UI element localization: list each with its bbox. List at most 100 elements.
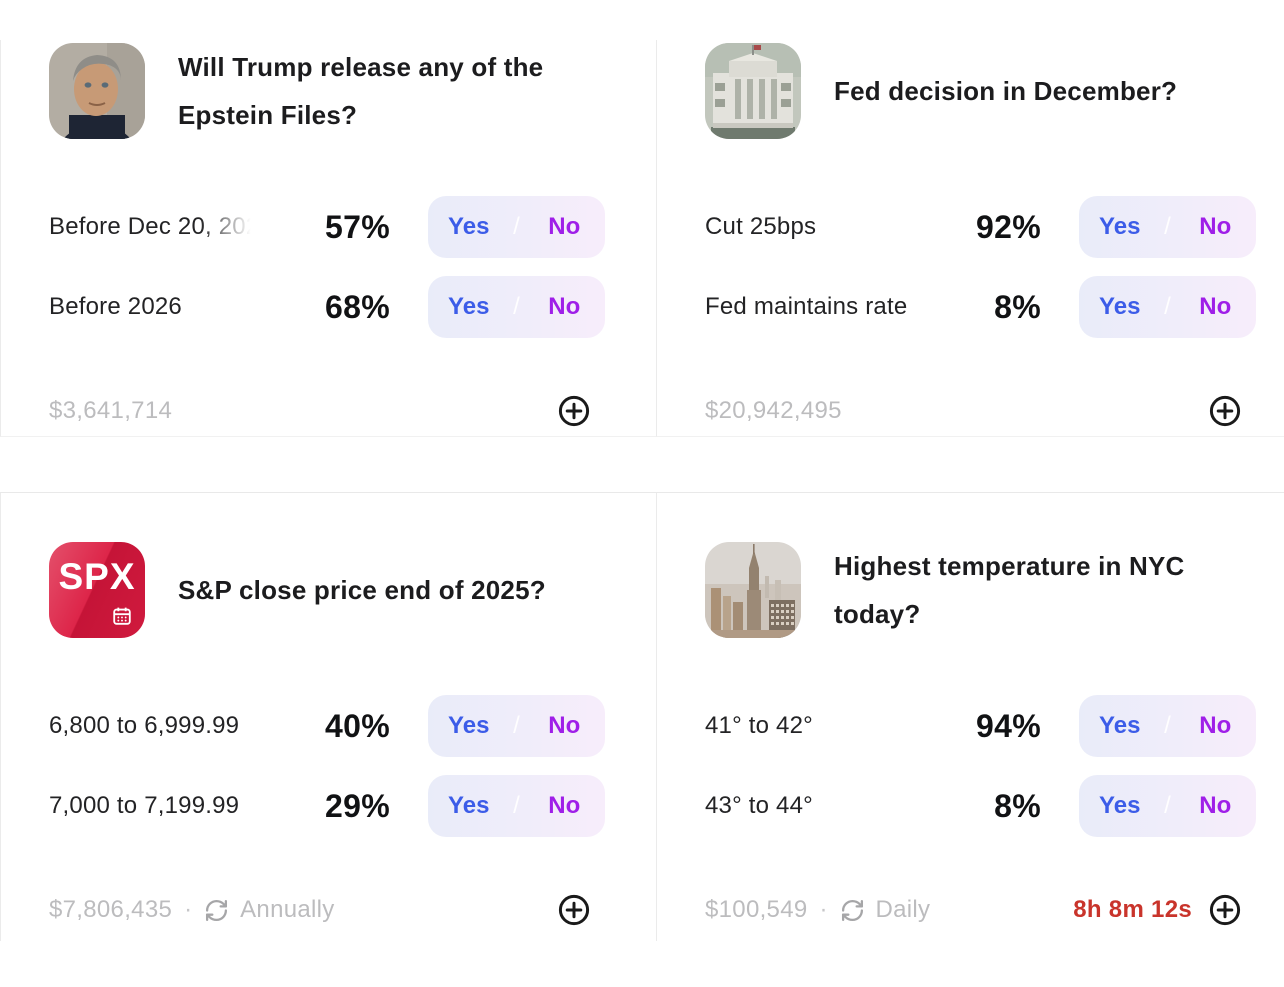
outcome-label: Fed maintains rate: [705, 293, 908, 320]
outcome-probability: 92%: [976, 208, 1041, 245]
market-title[interactable]: Highest temperature in NYC today?: [834, 551, 1185, 629]
market-card-epstein-files[interactable]: Will Trump release any of the Epstein Fi…: [0, 40, 656, 437]
no-button[interactable]: No: [1199, 792, 1232, 819]
outcome-row: 43° to 44° 8% Yes / No: [705, 775, 1256, 837]
yes-button[interactable]: Yes: [448, 293, 490, 320]
yes-no-separator: /: [513, 293, 520, 320]
spx-calendar-badge: SPX: [49, 542, 145, 638]
outcome-row: Before 2026 68% Yes / No: [49, 276, 605, 338]
markets-row-bottom: SPX S&P close p: [0, 493, 1284, 941]
yes-button[interactable]: Yes: [448, 213, 490, 240]
outcome-label: 7,000 to 7,199.99: [49, 792, 240, 819]
outcome-probability: 8%: [994, 787, 1041, 824]
yes-no-buttons: Yes / No: [428, 695, 605, 757]
market-card-sp-close[interactable]: SPX S&P close p: [0, 493, 656, 941]
yes-button[interactable]: Yes: [1099, 213, 1141, 240]
outcome-label: Cut 25bps: [705, 213, 817, 240]
no-button[interactable]: No: [1199, 293, 1232, 320]
outcome-label: Before 2026: [49, 293, 182, 320]
outcome-probability: 68%: [325, 288, 390, 325]
market-card-fed-decision[interactable]: Fed decision in December? Cut 25bps 92% …: [656, 40, 1284, 437]
outcome-row: 41° to 42° 94% Yes / No: [705, 695, 1256, 757]
no-button[interactable]: No: [548, 712, 581, 739]
add-to-watchlist-button[interactable]: [1208, 394, 1242, 428]
yes-no-separator: /: [1164, 213, 1171, 240]
outcome-probability: 57%: [325, 208, 390, 245]
yes-no-buttons: Yes / No: [1079, 196, 1256, 258]
yes-no-buttons: Yes / No: [1079, 276, 1256, 338]
outcome-probability: 29%: [325, 787, 390, 824]
yes-button[interactable]: Yes: [1099, 792, 1141, 819]
recurrence-label: Daily: [875, 896, 931, 923]
outcome-list: 6,800 to 6,999.99 40% Yes / No 7,000 to …: [49, 695, 605, 837]
plus-circle-icon: [557, 395, 591, 431]
yes-no-separator: /: [513, 213, 520, 240]
plus-circle-icon: [1208, 894, 1242, 930]
epstein-portrait-photo: [49, 43, 145, 139]
recurrence-label: Annually: [240, 896, 335, 923]
outcome-row: 6,800 to 6,999.99 40% Yes / No: [49, 695, 605, 757]
outcome-list: Cut 25bps 92% Yes / No Fed maintains rat…: [705, 196, 1256, 338]
outcome-row: Cut 25bps 92% Yes / No: [705, 196, 1256, 258]
yes-no-separator: /: [1164, 712, 1171, 739]
no-button[interactable]: No: [1199, 213, 1232, 240]
yes-button[interactable]: Yes: [448, 792, 490, 819]
market-footer: $7,806,435 · Annually: [49, 893, 605, 927]
refresh-icon: [204, 898, 229, 923]
market-footer: $100,549 · Daily 8h 8m 12s: [705, 893, 1256, 927]
dot-separator: ·: [184, 896, 193, 923]
yes-button[interactable]: Yes: [1099, 712, 1141, 739]
outcome-list: 41° to 42° 94% Yes / No 43° to 44° 8% Ye…: [705, 695, 1256, 837]
add-to-watchlist-button[interactable]: [1208, 893, 1242, 927]
market-title[interactable]: Fed decision in December?: [834, 76, 1178, 106]
refresh-icon: [840, 898, 865, 923]
spx-badge-text: SPX: [58, 556, 136, 597]
outcome-label: 6,800 to 6,999.99: [49, 712, 240, 739]
calendar-icon: [111, 605, 133, 627]
yes-no-separator: /: [513, 712, 520, 739]
plus-circle-icon: [557, 894, 591, 930]
countdown-timer: 8h 8m 12s: [1073, 896, 1192, 923]
market-header: Highest temperature in NYC today?: [705, 542, 1256, 638]
no-button[interactable]: No: [1199, 712, 1232, 739]
outcome-label: 41° to 42°: [705, 712, 813, 739]
volume-label: $20,942,495: [705, 397, 842, 424]
add-to-watchlist-button[interactable]: [557, 394, 591, 428]
markets-row-top: Will Trump release any of the Epstein Fi…: [0, 40, 1284, 437]
yes-no-buttons: Yes / No: [428, 276, 605, 338]
volume-label: $100,549: [705, 896, 808, 923]
no-button[interactable]: No: [548, 792, 581, 819]
outcome-probability: 40%: [325, 707, 390, 744]
market-header: Fed decision in December?: [705, 43, 1256, 139]
yes-no-buttons: Yes / No: [1079, 775, 1256, 837]
no-button[interactable]: No: [548, 213, 581, 240]
dot-separator: ·: [819, 896, 828, 923]
outcome-label: 43° to 44°: [705, 792, 813, 819]
market-header: Will Trump release any of the Epstein Fi…: [49, 43, 605, 139]
plus-circle-icon: [1208, 395, 1242, 431]
markets-grid: Will Trump release any of the Epstein Fi…: [0, 40, 1284, 941]
federal-reserve-building-photo: [705, 43, 801, 139]
volume-label: $3,641,714: [49, 397, 173, 424]
yes-button[interactable]: Yes: [1099, 293, 1141, 320]
yes-no-buttons: Yes / No: [428, 196, 605, 258]
outcome-row: 7,000 to 7,199.99 29% Yes / No: [49, 775, 605, 837]
section-divider: [0, 492, 1284, 493]
outcome-probability: 94%: [976, 707, 1041, 744]
yes-no-separator: /: [1164, 792, 1171, 819]
yes-button[interactable]: Yes: [448, 712, 490, 739]
nyc-skyline-photo: [705, 542, 801, 638]
market-header: SPX S&P close p: [49, 542, 605, 638]
yes-no-separator: /: [1164, 293, 1171, 320]
market-footer: $20,942,495: [705, 394, 1256, 428]
market-card-nyc-temperature[interactable]: Highest temperature in NYC today? 41° to…: [656, 493, 1284, 941]
outcome-row: Fed maintains rate 8% Yes / No: [705, 276, 1256, 338]
no-button[interactable]: No: [548, 293, 581, 320]
add-to-watchlist-button[interactable]: [557, 893, 591, 927]
market-title[interactable]: Will Trump release any of the Epstein Fi…: [178, 52, 544, 130]
market-title[interactable]: S&P close price end of 2025?: [178, 575, 546, 605]
market-footer: $3,641,714: [49, 394, 605, 428]
outcome-row: Before Dec 20, 202 57% Yes / No: [49, 196, 605, 258]
outcome-probability: 8%: [994, 288, 1041, 325]
volume-label: $7,806,435: [49, 896, 173, 923]
